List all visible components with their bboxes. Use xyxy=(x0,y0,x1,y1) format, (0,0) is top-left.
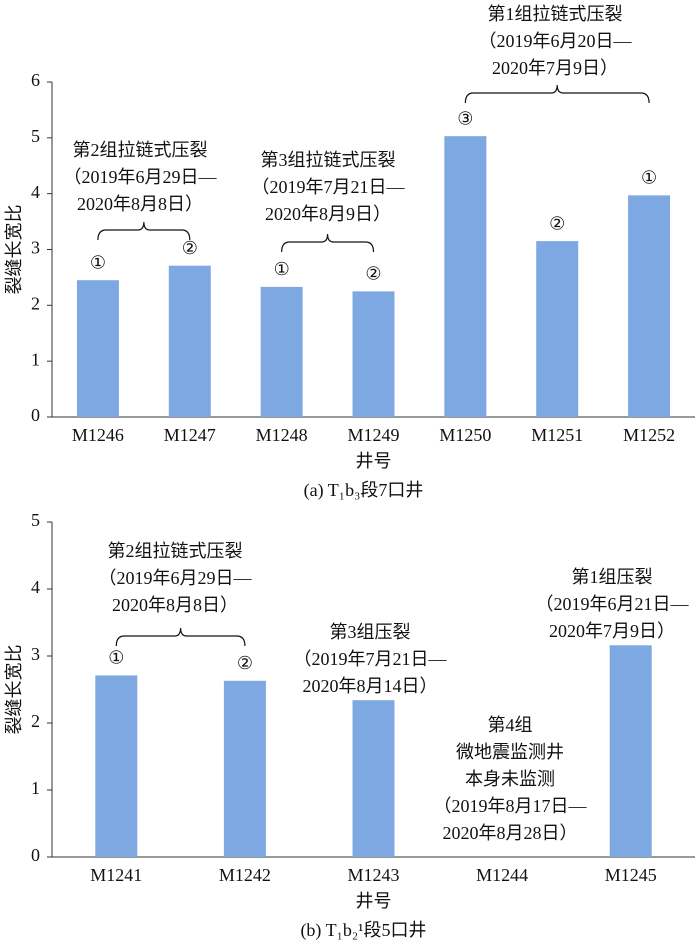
annotation: （2019年6月21日— xyxy=(536,594,690,614)
annotation: 2020年7月9日） xyxy=(492,58,618,78)
bracket xyxy=(97,221,191,241)
bar xyxy=(260,286,303,417)
x-tick-label: M1248 xyxy=(256,425,308,445)
bar xyxy=(76,280,119,417)
x-axis-label: 井号 xyxy=(356,451,392,471)
y-tick-label: 5 xyxy=(31,126,40,146)
x-tick-label: M1243 xyxy=(347,865,399,885)
x-axis-label: 井号 xyxy=(356,891,392,911)
y-tick-label: 1 xyxy=(31,349,40,369)
y-tick-label: 2 xyxy=(31,711,40,731)
annotation: 第3组压裂 xyxy=(330,622,411,642)
y-tick-label: 6 xyxy=(31,70,40,90)
y-tick-label: 5 xyxy=(31,510,40,530)
x-tick-label: M1242 xyxy=(219,865,271,885)
x-tick-label: M1244 xyxy=(476,865,528,885)
bar-label: ① xyxy=(108,648,124,668)
y-tick-label: 3 xyxy=(31,238,40,258)
bar xyxy=(223,680,266,857)
bar-label: ③ xyxy=(457,108,473,128)
annotation: （2019年7月21日— xyxy=(294,649,448,669)
annotation: （2019年8月17日— xyxy=(434,796,588,816)
y-tick-label: 0 xyxy=(31,405,40,425)
bar xyxy=(95,675,138,857)
annotation: （2019年7月21日— xyxy=(252,177,406,197)
annotation: 第4组 xyxy=(488,715,533,735)
bar xyxy=(536,241,579,417)
bar-label: ② xyxy=(549,213,565,233)
x-tick-label: M1251 xyxy=(531,425,583,445)
x-tick-label: M1241 xyxy=(90,865,142,885)
annotation: 2020年8月14日） xyxy=(303,676,438,696)
y-axis-label: 裂缝长宽比 xyxy=(4,205,24,295)
y-tick-label: 1 xyxy=(31,778,40,798)
caption: (a) T₁b₃段7口井 xyxy=(304,480,424,501)
bar xyxy=(168,265,211,417)
annotation: 第2组拉链式压裂 xyxy=(73,140,208,160)
annotation: 微地震监测井 xyxy=(456,742,564,762)
y-tick-label: 0 xyxy=(31,845,40,865)
annotation: 第1组拉链式压裂 xyxy=(488,4,623,24)
annotation: 2020年8月28日） xyxy=(443,823,578,843)
annotation: 2020年8月9日） xyxy=(265,204,391,224)
bar xyxy=(352,700,395,857)
annotation: （2019年6月29日— xyxy=(99,568,253,588)
annotation: 第3组拉链式压裂 xyxy=(261,150,396,170)
y-tick-label: 4 xyxy=(31,182,40,202)
annotation: 2020年8月8日） xyxy=(112,595,238,615)
caption: (b) T₁b₂¹段5口井 xyxy=(300,920,426,941)
x-tick-label: M1250 xyxy=(439,425,491,445)
annotation: 2020年8月8日） xyxy=(77,194,203,214)
x-tick-label: M1252 xyxy=(623,425,675,445)
annotation: 2020年7月9日） xyxy=(549,621,675,641)
bar-label: ① xyxy=(90,252,106,272)
x-tick-label: M1247 xyxy=(164,425,216,445)
bracket xyxy=(464,84,650,104)
y-tick-label: 4 xyxy=(31,577,40,597)
x-tick-label: M1249 xyxy=(347,425,399,445)
annotation: 第2组拉链式压裂 xyxy=(108,541,243,561)
annotation: （2019年6月20日— xyxy=(479,31,633,51)
y-tick-label: 2 xyxy=(31,293,40,313)
bar-label: ② xyxy=(237,653,253,673)
bar xyxy=(444,136,487,418)
annotation: （2019年6月29日— xyxy=(64,167,218,187)
bar-label: ① xyxy=(641,167,657,187)
annotation: 第1组压裂 xyxy=(572,567,653,587)
annotation: 本身未监测 xyxy=(465,769,555,789)
bar xyxy=(628,195,671,417)
bar-label: ② xyxy=(182,238,198,258)
y-tick-label: 3 xyxy=(31,644,40,664)
x-tick-label: M1245 xyxy=(605,865,657,885)
bar-label: ② xyxy=(365,264,381,284)
y-axis-label: 裂缝长宽比 xyxy=(4,645,24,735)
bar xyxy=(609,645,652,857)
bar xyxy=(352,291,395,417)
bracket xyxy=(281,233,375,253)
bracket xyxy=(115,627,246,647)
bar-label: ① xyxy=(274,259,290,279)
x-tick-label: M1246 xyxy=(72,425,124,445)
